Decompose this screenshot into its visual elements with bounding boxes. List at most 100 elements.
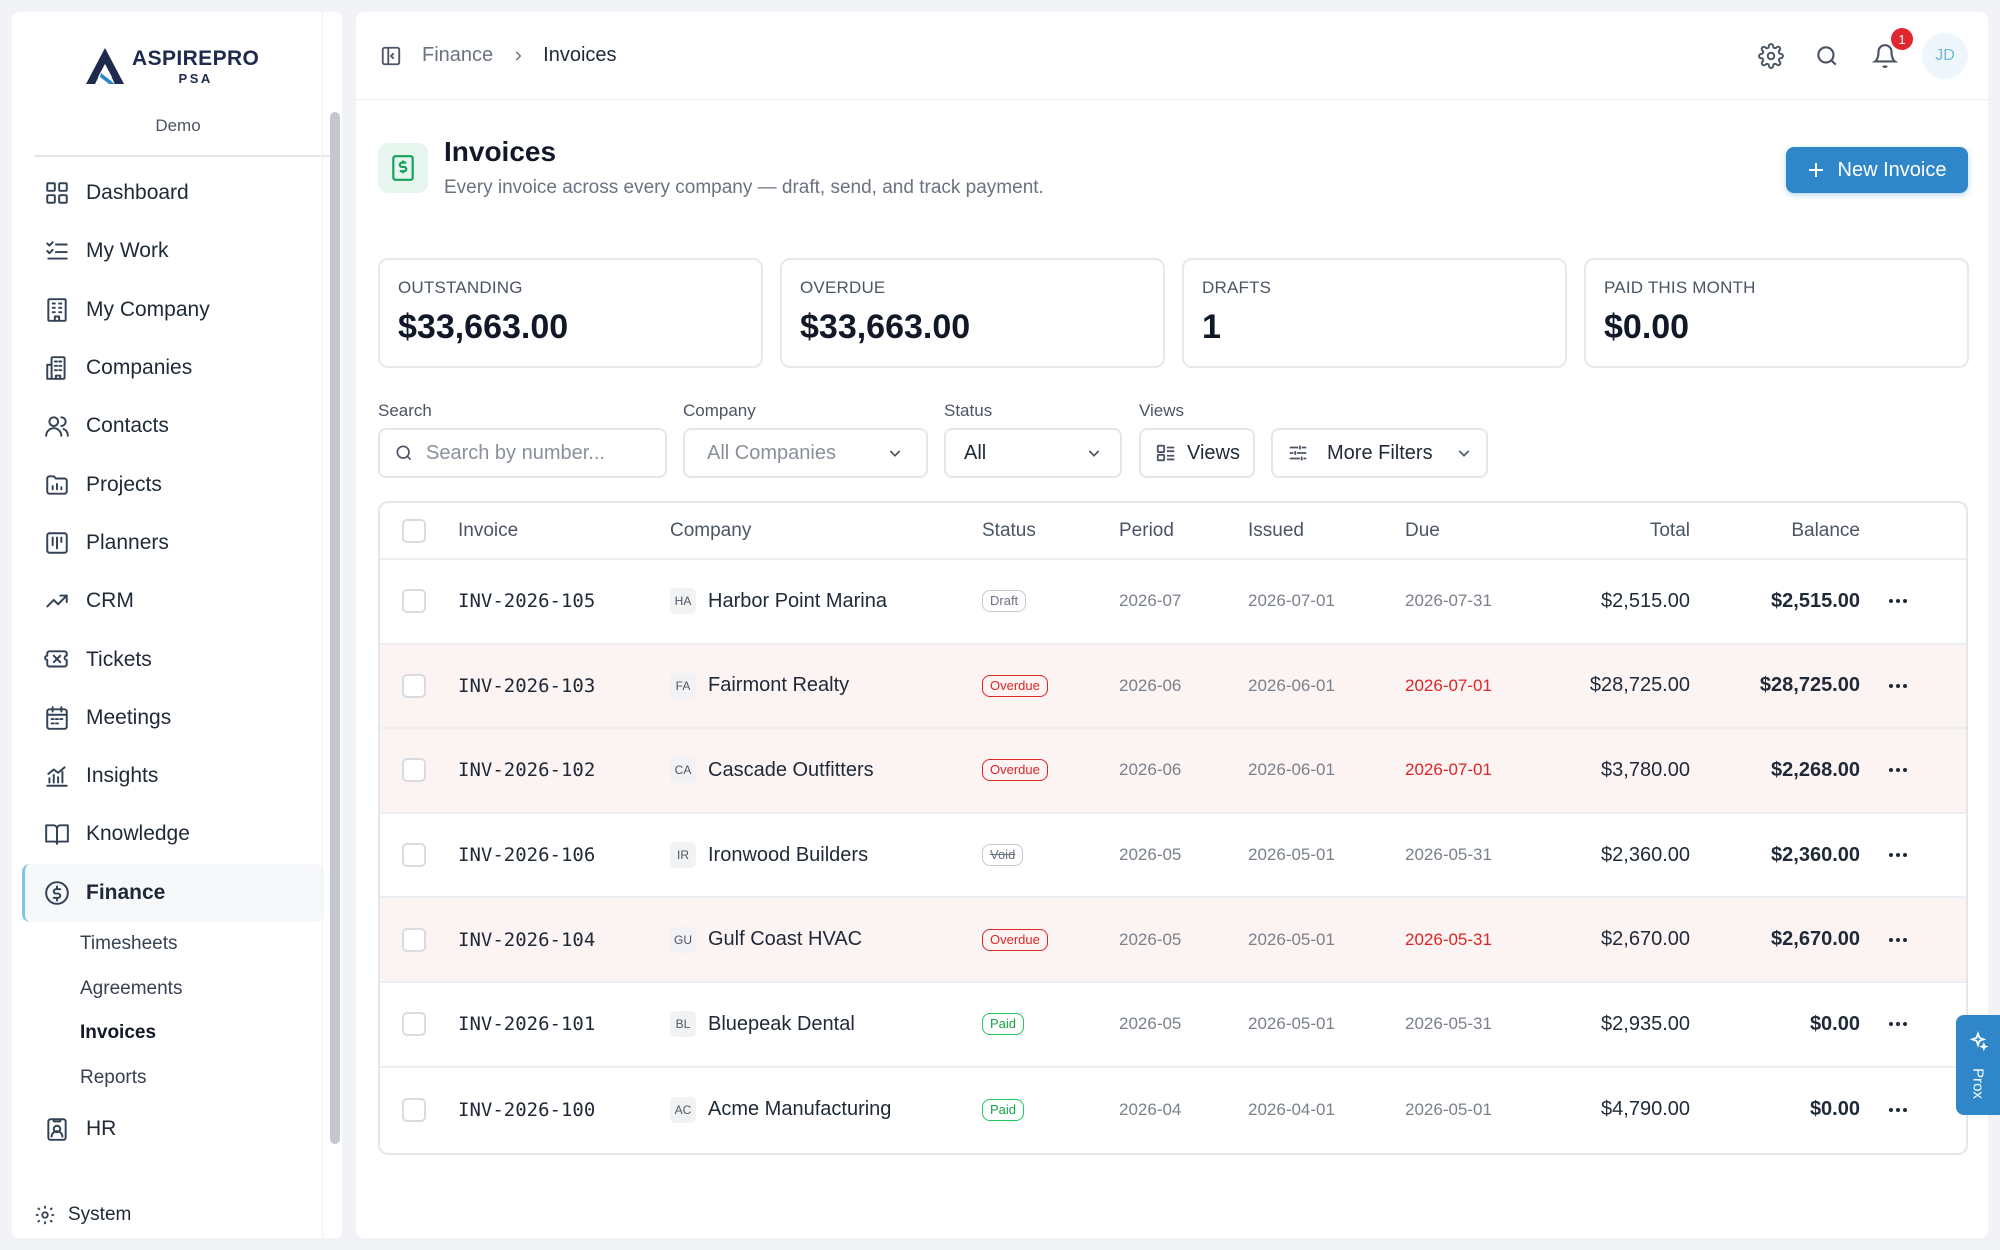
issued-cell: 2026-05-01 — [1248, 1014, 1335, 1034]
stat-card-overdue: OVERDUE $33,663.00 — [780, 258, 1165, 368]
column-header-invoice[interactable]: Invoice — [458, 519, 519, 541]
bell-icon[interactable] — [1872, 43, 1898, 69]
balance-cell: $2,268.00 — [1771, 758, 1860, 781]
folder-chart-icon — [46, 474, 68, 495]
total-cell: $28,725.00 — [1589, 674, 1690, 697]
sidebar-item-knowledge[interactable]: Knowledge — [22, 805, 324, 863]
invoice-number-link[interactable]: INV-2026-106 — [458, 844, 596, 867]
column-header-total[interactable]: Total — [1649, 519, 1690, 541]
balance-cell: $0.00 — [1809, 1098, 1860, 1121]
total-cell: $2,360.00 — [1601, 843, 1690, 866]
table-row[interactable]: INV-2026-104 GU Gulf Coast HVAC Overdue 2026… — [380, 898, 1966, 983]
sidebar-item-crm[interactable]: CRM — [22, 572, 324, 630]
views-button[interactable]: Views — [1139, 428, 1255, 478]
dollar-circle-icon — [45, 880, 69, 905]
ticket-icon — [44, 649, 68, 667]
sidebar-scrollbar[interactable] — [330, 112, 340, 1144]
sidebar-item-my-company[interactable]: My Company — [22, 281, 324, 339]
sidebar-item-planners[interactable]: Planners — [22, 514, 324, 572]
page-title: Invoices — [444, 136, 557, 167]
company-select[interactable]: All Companies — [683, 428, 928, 478]
more-actions-icon[interactable] — [1886, 928, 1910, 952]
company-name: Acme Manufacturing — [708, 1098, 892, 1121]
table-row[interactable]: INV-2026-102 CA Cascade Outfitters Overdue 2… — [380, 729, 1966, 814]
book-icon — [45, 824, 69, 846]
due-cell: 2026-05-01 — [1405, 1099, 1492, 1119]
finance-subnav: Timesheets Agreements Invoices Reports — [22, 922, 324, 1100]
table-row[interactable]: INV-2026-100 AC Acme Manufacturing Paid 2026… — [380, 1068, 1966, 1153]
column-header-company[interactable]: Company — [670, 519, 752, 541]
due-cell: 2026-05-31 — [1405, 845, 1492, 865]
company-name: Harbor Point Marina — [708, 589, 887, 612]
sidebar-toggle-icon[interactable] — [380, 45, 402, 67]
column-header-issued[interactable]: Issued — [1248, 519, 1304, 541]
column-header-balance[interactable]: Balance — [1791, 519, 1860, 541]
sidebar-item-projects[interactable]: Projects — [22, 455, 324, 513]
subnav-item-reports[interactable]: Reports — [80, 1066, 147, 1088]
balance-cell: $2,360.00 — [1771, 843, 1860, 866]
sidebar-item-system[interactable]: System — [34, 1204, 131, 1226]
column-header-due[interactable]: Due — [1405, 519, 1440, 541]
breadcrumb-finance[interactable]: Finance — [422, 44, 494, 66]
more-actions-icon[interactable] — [1886, 758, 1910, 782]
invoice-number-link[interactable]: INV-2026-104 — [458, 928, 596, 951]
more-actions-icon[interactable] — [1886, 1012, 1910, 1036]
row-checkbox[interactable] — [402, 1097, 426, 1122]
row-checkbox[interactable] — [402, 758, 426, 783]
new-invoice-button[interactable]: New Invoice — [1786, 147, 1968, 193]
period-cell: 2026-07 — [1119, 591, 1182, 611]
sidebar-item-finance[interactable]: Finance — [22, 863, 324, 922]
subnav-item-timesheets[interactable]: Timesheets — [80, 933, 178, 955]
sidebar-item-label: System — [68, 1204, 132, 1225]
period-cell: 2026-06 — [1119, 760, 1182, 780]
row-checkbox[interactable] — [402, 673, 426, 698]
brand-logo[interactable]: ASPIREPRO PSA — [84, 46, 259, 86]
sidebar-item-companies[interactable]: Companies — [22, 339, 324, 397]
gear-icon[interactable] — [1758, 43, 1784, 69]
avatar[interactable]: JD — [1922, 33, 1968, 79]
subnav-item-agreements[interactable]: Agreements — [80, 977, 183, 999]
select-all-checkbox[interactable] — [402, 518, 426, 543]
status-badge: Overdue — [982, 674, 1048, 697]
company-initials-badge: IR — [670, 842, 696, 869]
more-actions-icon[interactable] — [1886, 1098, 1910, 1122]
row-checkbox[interactable] — [402, 589, 426, 614]
invoice-number-link[interactable]: INV-2026-103 — [458, 674, 596, 697]
more-actions-icon[interactable] — [1886, 589, 1910, 613]
list-layout-icon — [1156, 444, 1175, 462]
table-row[interactable]: INV-2026-101 BL Bluepeak Dental Paid 2026-05… — [380, 983, 1966, 1068]
more-actions-icon[interactable] — [1886, 843, 1910, 867]
subnav-item-invoices[interactable]: Invoices — [80, 1022, 157, 1044]
more-actions-icon[interactable] — [1886, 674, 1910, 698]
sidebar-item-hr[interactable]: HR — [22, 1100, 324, 1158]
column-header-period[interactable]: Period — [1119, 519, 1174, 541]
invoice-number-link[interactable]: INV-2026-102 — [458, 759, 596, 782]
invoice-number-link[interactable]: INV-2026-100 — [458, 1098, 596, 1121]
column-header-status[interactable]: Status — [982, 519, 1036, 541]
notification-badge: 1 — [1891, 28, 1913, 50]
search-input[interactable]: Search by number... — [378, 428, 667, 478]
row-checkbox[interactable] — [402, 843, 426, 868]
search-icon[interactable] — [1814, 43, 1840, 69]
stats-row: OUTSTANDING $33,663.00 OVERDUE $33,663.0… — [378, 258, 1969, 368]
sidebar-item-my-work[interactable]: My Work — [22, 222, 324, 280]
table-row[interactable]: INV-2026-105 HA Harbor Point Marina Draft 20… — [380, 560, 1966, 645]
more-filters-button[interactable]: More Filters — [1271, 428, 1488, 478]
sidebar-item-meetings[interactable]: Meetings — [22, 689, 324, 747]
row-checkbox[interactable] — [402, 1012, 426, 1037]
sidebar-item-contacts[interactable]: Contacts — [22, 397, 324, 455]
users-icon — [45, 416, 69, 438]
invoice-number-link[interactable]: INV-2026-105 — [458, 590, 596, 613]
prox-assistant-tab[interactable]: Prox — [1956, 1015, 2000, 1115]
row-checkbox[interactable] — [402, 927, 426, 952]
status-badge: Overdue — [982, 759, 1048, 782]
table-row[interactable]: INV-2026-106 IR Ironwood Builders Void 2026-… — [380, 814, 1966, 899]
sidebar-item-dashboard[interactable]: Dashboard — [22, 164, 324, 222]
table-row[interactable]: INV-2026-103 FA Fairmont Realty Overdue 2026… — [380, 644, 1966, 730]
status-select[interactable]: All — [944, 428, 1122, 478]
sidebar-item-insights[interactable]: Insights — [22, 747, 324, 805]
stat-label: OVERDUE — [800, 278, 886, 297]
sidebar-item-tickets[interactable]: Tickets — [22, 630, 324, 688]
stat-label: DRAFTS — [1202, 278, 1272, 297]
invoice-number-link[interactable]: INV-2026-101 — [458, 1013, 596, 1036]
